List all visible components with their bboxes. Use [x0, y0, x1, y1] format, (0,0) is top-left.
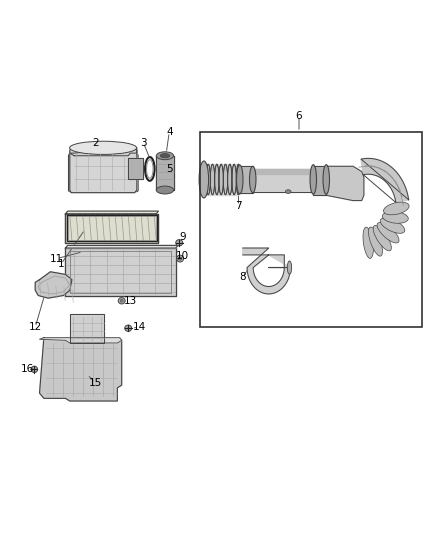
Polygon shape	[253, 169, 314, 191]
Text: 3: 3	[140, 138, 147, 148]
Ellipse shape	[156, 186, 173, 194]
Ellipse shape	[120, 300, 123, 302]
Polygon shape	[66, 245, 178, 248]
Polygon shape	[70, 148, 137, 156]
Ellipse shape	[237, 165, 243, 194]
Ellipse shape	[202, 164, 206, 195]
Polygon shape	[128, 158, 143, 180]
Text: 10: 10	[176, 251, 189, 261]
Ellipse shape	[287, 261, 292, 274]
Ellipse shape	[380, 218, 405, 233]
Text: 11: 11	[50, 254, 64, 264]
Ellipse shape	[310, 165, 317, 194]
Ellipse shape	[323, 165, 329, 194]
FancyBboxPatch shape	[68, 154, 138, 191]
Ellipse shape	[215, 164, 219, 195]
Ellipse shape	[228, 164, 232, 195]
Polygon shape	[66, 211, 159, 214]
Bar	[67, 216, 156, 240]
Polygon shape	[313, 166, 326, 195]
Text: 5: 5	[166, 164, 173, 174]
Ellipse shape	[377, 222, 399, 243]
Bar	[200, 132, 422, 327]
Polygon shape	[39, 338, 122, 401]
Polygon shape	[70, 314, 104, 343]
Text: 16: 16	[21, 365, 35, 374]
Ellipse shape	[178, 257, 182, 260]
Text: 1: 1	[58, 259, 64, 269]
Text: 14: 14	[132, 322, 145, 332]
Polygon shape	[35, 272, 72, 298]
Polygon shape	[39, 338, 122, 343]
Polygon shape	[204, 164, 238, 195]
Ellipse shape	[368, 227, 382, 256]
Text: 7: 7	[235, 201, 242, 211]
Text: 8: 8	[240, 272, 246, 282]
Ellipse shape	[156, 152, 173, 160]
Bar	[70, 251, 171, 293]
Ellipse shape	[210, 164, 215, 195]
Ellipse shape	[199, 161, 208, 198]
Polygon shape	[253, 169, 314, 174]
Ellipse shape	[118, 297, 125, 304]
Text: 12: 12	[28, 322, 42, 332]
Ellipse shape	[384, 202, 409, 215]
Bar	[67, 215, 157, 241]
Ellipse shape	[206, 164, 210, 195]
Ellipse shape	[223, 164, 228, 195]
Ellipse shape	[219, 164, 223, 195]
Polygon shape	[326, 166, 364, 200]
Text: 13: 13	[124, 296, 137, 306]
Ellipse shape	[250, 166, 256, 192]
Ellipse shape	[125, 325, 132, 332]
Polygon shape	[156, 156, 173, 190]
Ellipse shape	[236, 164, 240, 195]
Ellipse shape	[70, 141, 137, 155]
Polygon shape	[243, 248, 290, 294]
Ellipse shape	[160, 154, 170, 158]
Polygon shape	[70, 148, 137, 192]
Text: 15: 15	[89, 377, 102, 387]
Text: 4: 4	[166, 127, 173, 137]
Ellipse shape	[363, 227, 373, 259]
Ellipse shape	[176, 240, 183, 246]
Text: 9: 9	[179, 232, 186, 243]
Ellipse shape	[177, 255, 184, 262]
Polygon shape	[66, 248, 176, 295]
Text: 2: 2	[92, 138, 99, 148]
Polygon shape	[240, 166, 253, 192]
Ellipse shape	[31, 366, 38, 373]
Ellipse shape	[373, 225, 391, 251]
Ellipse shape	[286, 190, 291, 193]
Ellipse shape	[232, 164, 236, 195]
Text: 6: 6	[296, 111, 302, 121]
Polygon shape	[66, 214, 159, 243]
Ellipse shape	[382, 212, 408, 223]
Polygon shape	[361, 158, 409, 203]
